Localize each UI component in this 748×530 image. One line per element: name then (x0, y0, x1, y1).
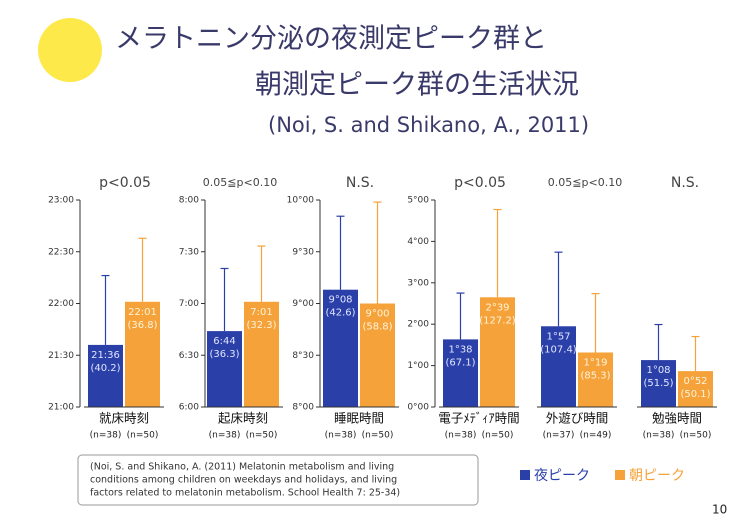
legend: 夜ピーク 朝ピーク (520, 468, 685, 484)
citation-box (77, 454, 479, 506)
significance-label: 0.05≦p<0.10 (203, 176, 277, 189)
y-tick-label: 21:00 (48, 403, 74, 413)
y-tick-label: 0°00 (407, 403, 429, 413)
y-tick-label: 8°30 (292, 351, 314, 361)
bar (641, 360, 676, 407)
category-label: 電子ﾒﾃﾞｨｱ時間 (438, 411, 519, 426)
n-label: (n=38) (209, 431, 241, 441)
significance-label: p<0.05 (454, 175, 506, 191)
y-tick-label: 22:00 (48, 299, 74, 309)
y-tick-label: 8°00 (292, 403, 314, 413)
bar (443, 339, 478, 407)
y-tick-label: 1°00 (407, 361, 429, 371)
n-label: (n=50) (482, 431, 514, 441)
value-label: 1°19 (583, 357, 607, 368)
y-tick-label: 6:00 (179, 403, 199, 413)
n-label: (n=50) (127, 431, 159, 441)
error-label: (67.1) (445, 357, 475, 368)
bar (360, 303, 395, 407)
legend-swatch (520, 470, 530, 480)
y-tick-label: 6:30 (179, 351, 199, 361)
category-label: 外遊び時間 (546, 411, 609, 426)
n-label: (n=50) (362, 431, 394, 441)
n-label: (n=38) (445, 431, 477, 441)
n-label: (n=38) (325, 431, 357, 441)
title-line: メラトニン分泌の夜測定ピーク群と (115, 24, 547, 55)
bar (678, 371, 713, 407)
n-label: (n=50) (680, 431, 712, 441)
bar (578, 352, 613, 407)
y-tick-label: 21:30 (48, 351, 74, 361)
y-tick-label: 4°00 (407, 237, 429, 247)
significance-label: 0.05≦p<0.10 (548, 176, 622, 189)
error-label: (40.2) (90, 363, 120, 374)
y-tick-label: 7:00 (179, 299, 199, 309)
bar (323, 289, 358, 407)
y-tick-label: 5°00 (407, 196, 429, 206)
category-label: 起床時刻 (218, 411, 268, 426)
y-tick-label: 3°00 (407, 278, 429, 288)
value-label: 9°00 (365, 309, 389, 320)
y-tick-label: 23:00 (48, 196, 74, 206)
error-label: (42.6) (325, 308, 355, 319)
significance-label: p<0.05 (99, 175, 151, 191)
n-label: (n=37) (543, 431, 575, 441)
bar (207, 331, 242, 407)
sun-decoration (38, 18, 102, 82)
value-label: 22:01 (128, 307, 157, 318)
value-label: 6:44 (213, 336, 235, 347)
title-line: (Noi, S. and Shikano, A., 2011) (268, 113, 589, 137)
value-label: 21:36 (91, 350, 120, 361)
bar (125, 301, 160, 407)
significance-label: N.S. (346, 175, 374, 191)
title-line: 朝測定ピーク群の生活状況 (255, 70, 579, 101)
value-label: 1°38 (448, 344, 472, 355)
value-label: 2°39 (485, 302, 509, 313)
error-label: (50.1) (680, 389, 710, 400)
y-tick-label: 10°00 (287, 196, 315, 206)
y-tick-label: 8:00 (179, 196, 199, 206)
y-tick-label: 22:30 (48, 247, 74, 257)
category-label: 勉強時間 (652, 411, 702, 426)
error-label: (32.3) (246, 320, 276, 331)
bar (480, 297, 515, 407)
value-label: 7:01 (250, 307, 272, 318)
bar (541, 326, 576, 407)
citation: (Noi, S. and Shikano, A. (2011) Melatoni… (90, 462, 394, 473)
bar (244, 301, 279, 407)
error-label: (58.8) (362, 322, 392, 333)
error-label: (36.3) (209, 349, 239, 360)
category-label: 睡眠時間 (334, 411, 384, 426)
n-label: (n=38) (90, 431, 122, 441)
error-label: (107.4) (540, 344, 577, 355)
citation: conditions among children on weekdays an… (90, 475, 397, 486)
charts: p<0.05 21:00 21:30 22:00 22:30 23:00 21:36 (40.… (48, 175, 717, 441)
error-label: (36.8) (127, 320, 157, 331)
citation: factors related to melatonin metabolism.… (90, 488, 400, 499)
value-label: 0°52 (683, 376, 707, 387)
y-tick-label: 2°00 (407, 320, 429, 330)
legend-swatch (615, 470, 625, 480)
y-tick-label: 7:30 (179, 247, 199, 257)
error-label: (51.5) (643, 378, 673, 389)
value-label: 9°08 (328, 295, 352, 306)
error-label: (127.2) (479, 315, 516, 326)
value-label: 1°08 (646, 365, 670, 376)
significance-label: N.S. (671, 175, 699, 191)
y-tick-label: 9°00 (292, 299, 314, 309)
n-label: (n=38) (643, 431, 675, 441)
category-label: 就床時刻 (99, 411, 149, 426)
error-label: (85.3) (580, 370, 610, 381)
page-number: 10 (712, 503, 727, 517)
legend-label: 朝ピーク (629, 468, 685, 484)
y-tick-label: 9°30 (292, 247, 314, 257)
n-label: (n=49) (580, 431, 612, 441)
legend-label: 夜ピーク (534, 468, 590, 484)
value-label: 1°57 (546, 331, 570, 342)
n-label: (n=50) (246, 431, 278, 441)
bar (88, 344, 123, 407)
